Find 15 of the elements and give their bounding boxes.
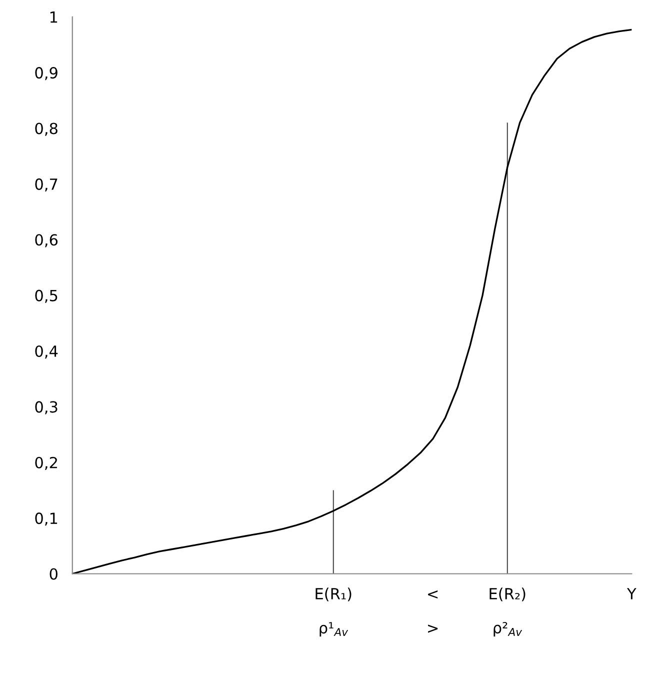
category-label: < >: [428, 590, 438, 633]
y-tick-label: 0,6: [35, 234, 58, 248]
x-tick-label: Y: [626, 588, 636, 600]
y-tick-label: 0,2: [35, 456, 57, 470]
y-tick-label: 0,1: [35, 512, 58, 526]
y-tick-label: 0,9: [35, 67, 58, 80]
y-tick-label: 0,8: [35, 122, 58, 136]
y-tick-label: 0,3: [35, 401, 58, 414]
y-tick-label: 0,7: [35, 178, 58, 192]
y-tick-label: 0,5: [35, 290, 58, 303]
y-tick-label: 1: [50, 12, 58, 23]
y-tick-label: 0: [50, 568, 58, 580]
y-tick-label: 0,4: [35, 345, 58, 359]
category-label: E(R₂) ρ²$_{Av}$: [490, 588, 526, 637]
category-label: E(R₁) ρ¹$_{Av}$: [316, 588, 352, 637]
